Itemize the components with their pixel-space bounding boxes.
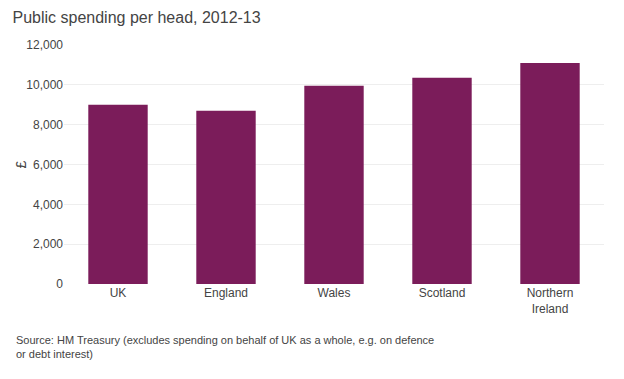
- svg-text:10,000: 10,000: [26, 78, 63, 92]
- svg-text:Scotland: Scotland: [419, 286, 466, 300]
- svg-text:Wales: Wales: [318, 286, 351, 300]
- svg-text:Public spending per head, 2012: Public spending per head, 2012-13: [12, 9, 260, 26]
- svg-text:4,000: 4,000: [33, 198, 63, 212]
- svg-text:NorthernIreland: NorthernIreland: [527, 286, 574, 316]
- svg-text:12,000: 12,000: [26, 38, 63, 52]
- svg-text:£: £: [13, 160, 29, 168]
- svg-text:Source: HM Treasury (excludes: Source: HM Treasury (excludes spending o…: [16, 334, 434, 360]
- svg-text:0: 0: [56, 277, 63, 291]
- svg-text:UK: UK: [110, 286, 127, 300]
- svg-text:England: England: [204, 286, 248, 300]
- svg-text:2,000: 2,000: [33, 237, 63, 251]
- svg-text:8,000: 8,000: [33, 118, 63, 132]
- svg-text:6,000: 6,000: [33, 158, 63, 172]
